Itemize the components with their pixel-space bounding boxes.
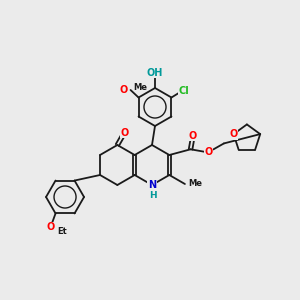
Text: O: O (230, 129, 238, 139)
Text: Cl: Cl (178, 85, 189, 95)
Text: O: O (204, 147, 212, 158)
Text: OH: OH (147, 68, 163, 78)
Text: O: O (46, 223, 55, 232)
Text: N: N (148, 180, 156, 190)
Text: O: O (189, 130, 197, 140)
Text: Me: Me (134, 83, 148, 92)
Text: Me: Me (188, 179, 202, 188)
Text: Et: Et (58, 227, 67, 236)
Text: H: H (149, 191, 157, 200)
Text: O: O (119, 85, 128, 95)
Text: O: O (120, 128, 128, 138)
